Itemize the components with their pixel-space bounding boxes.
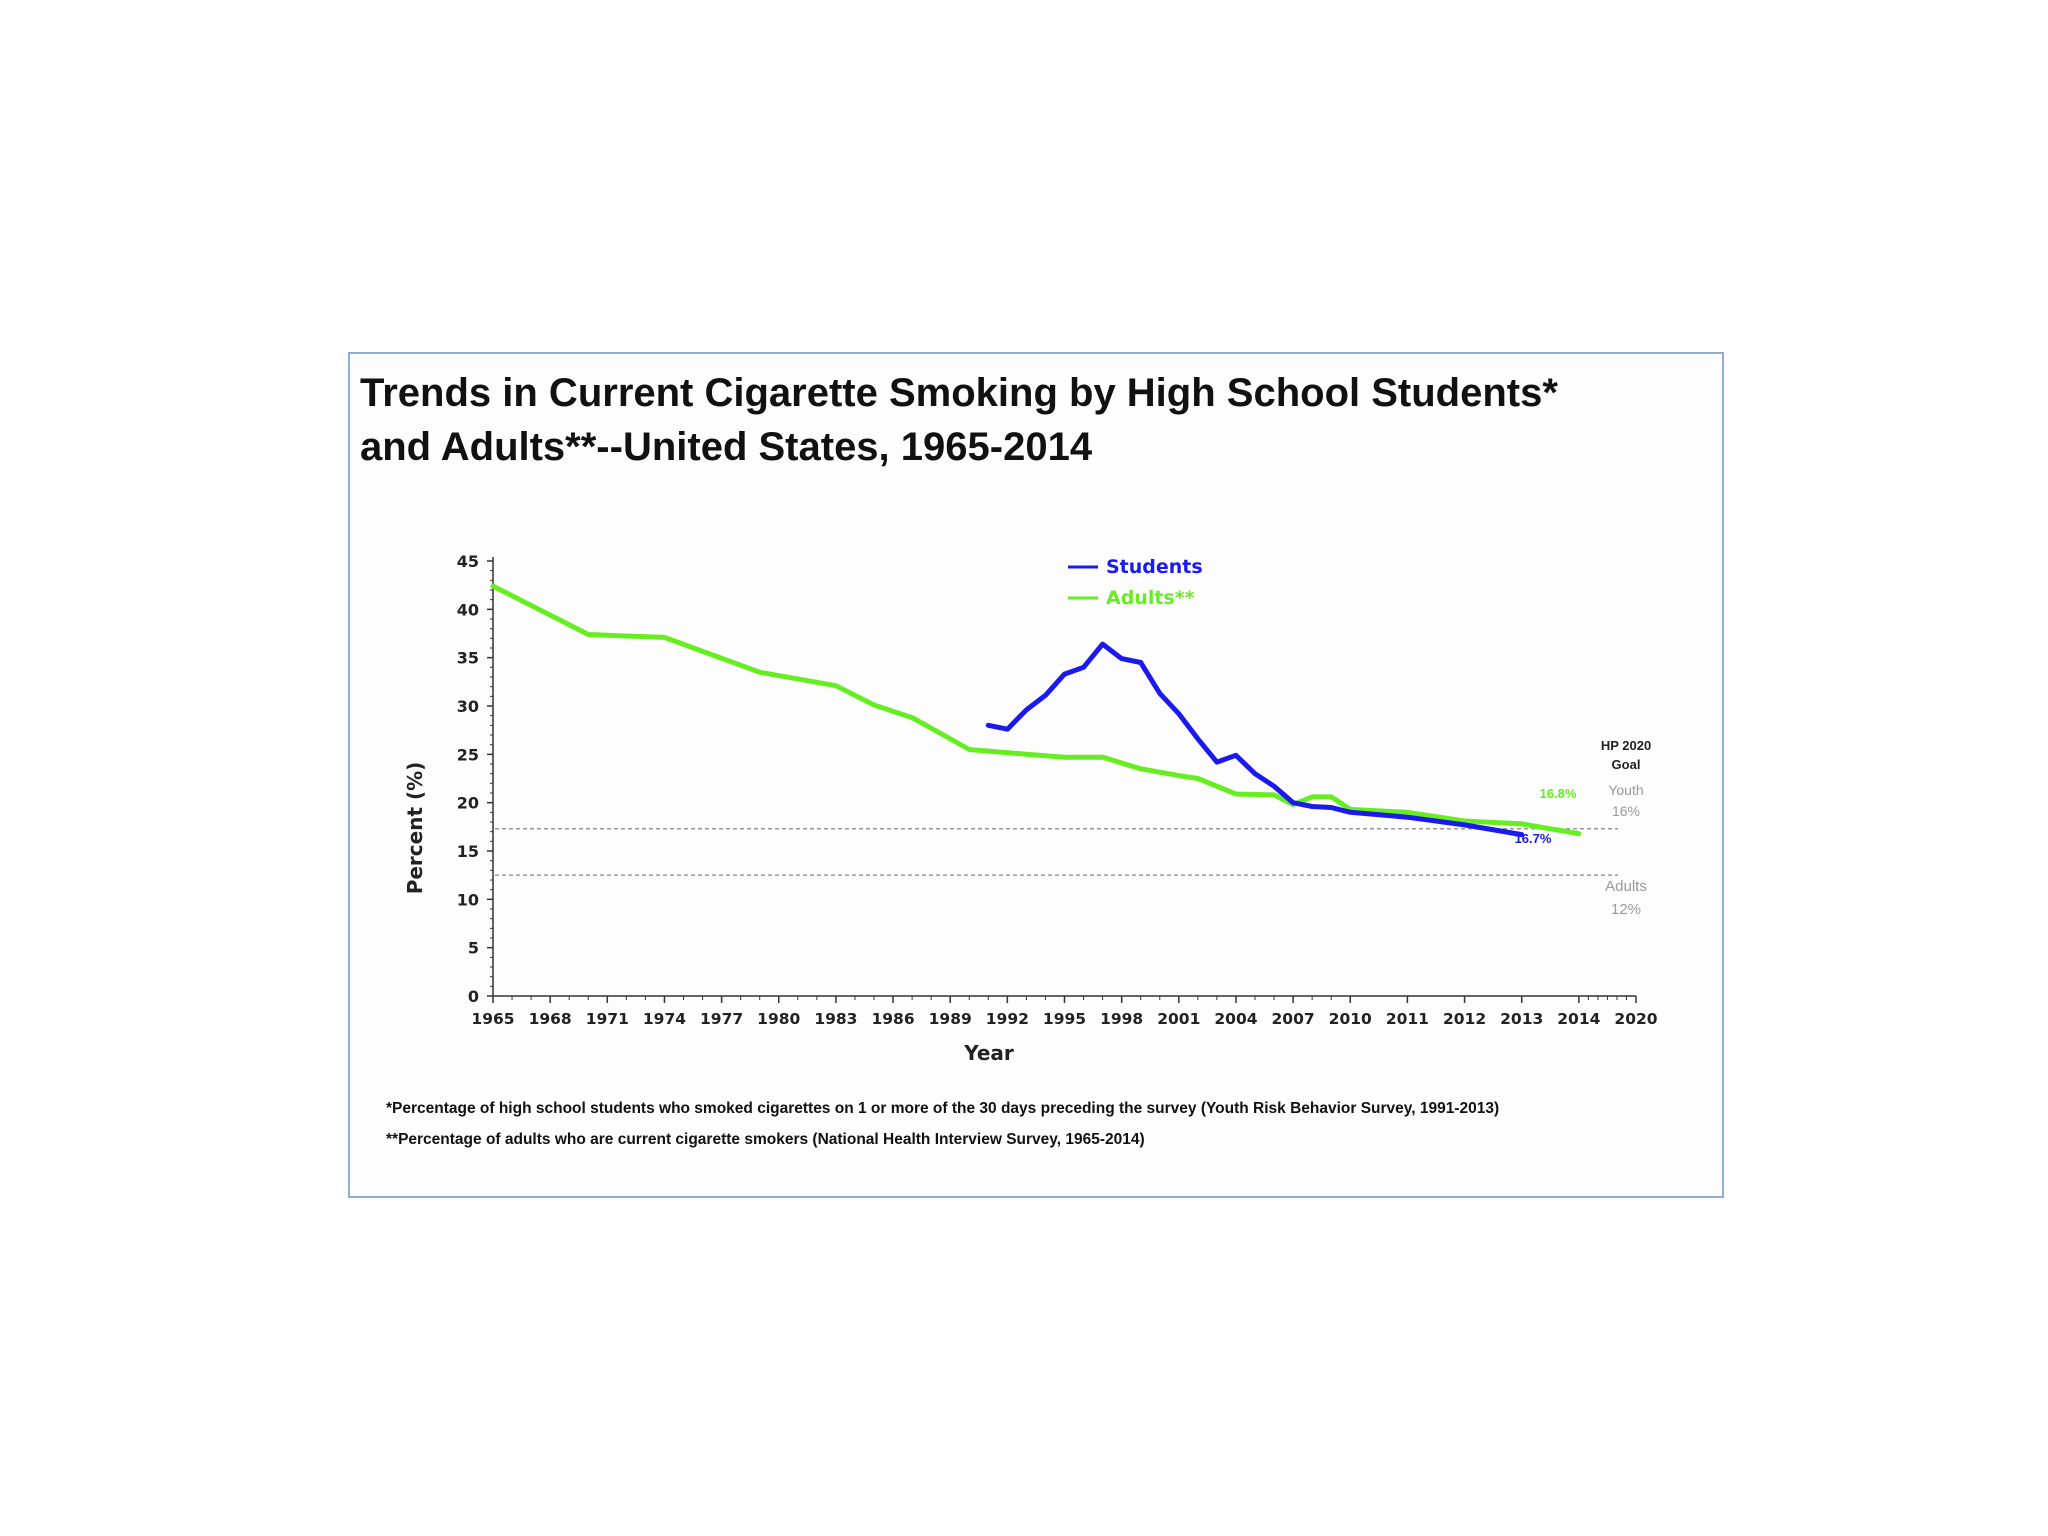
x-tick-label: 1989 (929, 1010, 972, 1028)
chart-svg: Trends in Current Cigarette Smoking by H… (360, 371, 1658, 1148)
end-label-adults: 16.8% (1540, 786, 1577, 801)
x-tick-label: 1971 (586, 1010, 629, 1028)
series-line-adults (490, 583, 1582, 837)
x-tick-label: 1977 (700, 1010, 743, 1028)
goal-heading-line-2: Goal (1612, 757, 1641, 772)
axes: 0 5 10 15 20 25 30 35 40 45 1965 1968 1971 1974 1977 19… (457, 552, 1658, 1028)
x-tick-label: 1998 (1100, 1010, 1143, 1028)
goal-lines (495, 828, 1618, 876)
x-tick-label: 1980 (757, 1010, 800, 1028)
x-tick-label: 2010 (1329, 1010, 1372, 1028)
x-tick-label: 1968 (529, 1010, 572, 1028)
x-tick-label: 1995 (1043, 1010, 1086, 1028)
x-tick-label: 1992 (986, 1010, 1029, 1028)
chart-title-line-1: Trends in Current Cigarette Smoking by H… (360, 371, 1558, 415)
x-tick-label: 2014 (1557, 1010, 1600, 1028)
x-tick-label: 2011 (1386, 1010, 1429, 1028)
goal-youth-label: Youth (1608, 782, 1643, 798)
x-tick-label: 2004 (1214, 1010, 1257, 1028)
x-tick-label: 1965 (471, 1010, 514, 1028)
y-tick-label: 40 (457, 600, 479, 619)
y-tick-label: 5 (468, 939, 479, 958)
x-axis-label: Year (963, 1041, 1014, 1065)
y-tick-label: 20 (457, 794, 479, 813)
x-tick-label: 2012 (1443, 1010, 1486, 1028)
y-tick-label: 35 (457, 649, 479, 668)
x-tick-label: 2020 (1614, 1010, 1657, 1028)
x-tick-label: 1974 (643, 1010, 686, 1028)
y-tick-label: 10 (457, 890, 479, 909)
y-axis-label: Percent (%) (403, 762, 427, 895)
x-tick-label: 2007 (1272, 1010, 1315, 1028)
x-tick-label: 2013 (1500, 1010, 1543, 1028)
legend: Students Adults** (1068, 556, 1203, 609)
hp2020-goal-annotations: HP 2020 Goal Youth 16% Adults 12% (1601, 738, 1651, 918)
goal-adults-pct: 12% (1611, 901, 1641, 918)
y-tick-label: 0 (468, 987, 479, 1006)
footnote-adults: **Percentage of adults who are current c… (386, 1131, 1145, 1148)
goal-adults-label: Adults (1605, 878, 1647, 895)
legend-label-adults: Adults** (1106, 587, 1195, 609)
chart-title-line-2: and Adults**--United States, 1965-2014 (360, 425, 1093, 469)
goal-heading-line-1: HP 2020 (1601, 738, 1651, 753)
chart-frame: Trends in Current Cigarette Smoking by H… (348, 352, 1724, 1198)
x-tick-label: 1983 (814, 1010, 857, 1028)
end-label-students: 16.7% (1515, 831, 1552, 846)
legend-label-students: Students (1106, 556, 1203, 578)
x-tick-label: 2001 (1157, 1010, 1200, 1028)
footnote-students: *Percentage of high school students who … (386, 1100, 1499, 1117)
series (490, 583, 1582, 838)
series-line-students (985, 641, 1525, 838)
y-tick-label: 25 (457, 745, 479, 764)
y-tick-label: 45 (457, 552, 479, 571)
x-tick-label: 1986 (871, 1010, 914, 1028)
y-tick-label: 15 (457, 842, 479, 861)
y-tick-label: 30 (457, 697, 479, 716)
goal-youth-pct: 16% (1612, 803, 1640, 819)
